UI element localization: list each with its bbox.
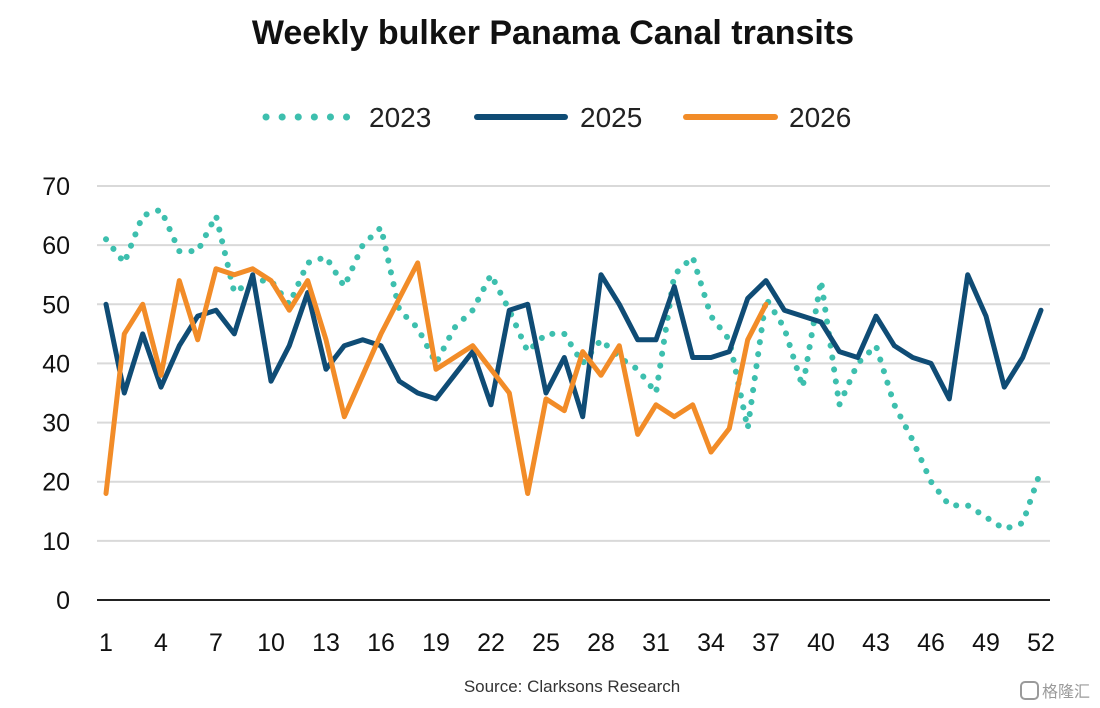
x-tick-label: 28 [587, 629, 615, 657]
y-tick-label: 50 [42, 291, 70, 319]
legend: 2023 2025 2026 [262, 102, 851, 133]
y-tick-label: 30 [42, 410, 70, 438]
y-tick-label: 70 [42, 173, 70, 201]
legend-label-2025: 2025 [580, 102, 642, 133]
x-tick-label: 22 [477, 629, 505, 657]
source-note: Source: Clarksons Research [464, 677, 680, 696]
x-tick-label: 16 [367, 629, 395, 657]
x-tick-label: 19 [422, 629, 450, 657]
x-tick-label: 4 [154, 629, 168, 657]
x-tick-label: 46 [917, 629, 945, 657]
series-line-2025 [103, 272, 1044, 420]
x-tick-label: 13 [312, 629, 340, 657]
y-tick-label: 20 [42, 469, 70, 497]
y-tick-label: 60 [42, 232, 70, 260]
watermark-text: 格隆汇 [1042, 682, 1090, 701]
series-line-2026 [103, 260, 769, 496]
legend-label-2023: 2023 [369, 102, 431, 133]
watermark-logo [1020, 681, 1039, 700]
x-tick-label: 37 [752, 629, 780, 657]
legend-label-2026: 2026 [789, 102, 851, 133]
x-tick-label: 31 [642, 629, 670, 657]
x-tick-label: 52 [1027, 629, 1055, 657]
chart-title: Weekly bulker Panama Canal transits [252, 14, 854, 52]
x-tick-label: 40 [807, 629, 835, 657]
gridlines [97, 185, 1050, 542]
y-tick-label: 0 [56, 587, 70, 615]
x-tick-label: 7 [209, 629, 223, 657]
x-tick-label: 34 [697, 629, 725, 657]
series-lines [103, 206, 1044, 532]
y-tick-label: 40 [42, 350, 70, 378]
x-tick-label: 43 [862, 629, 890, 657]
x-tick-label: 25 [532, 629, 560, 657]
x-tick-label: 1 [99, 629, 113, 657]
x-tick-label: 10 [257, 629, 285, 657]
x-axis-ticks: 1 4 7 10 13 16 19 22 25 28 31 34 37 40 43 46 49 52 [99, 629, 1055, 657]
watermark: 格隆汇 [1020, 681, 1090, 701]
y-tick-label: 10 [42, 528, 70, 556]
x-tick-label: 49 [972, 629, 1000, 657]
series-line-2023 [103, 206, 1044, 532]
y-axis-ticks: 0 10 20 30 40 50 60 70 [42, 173, 70, 615]
